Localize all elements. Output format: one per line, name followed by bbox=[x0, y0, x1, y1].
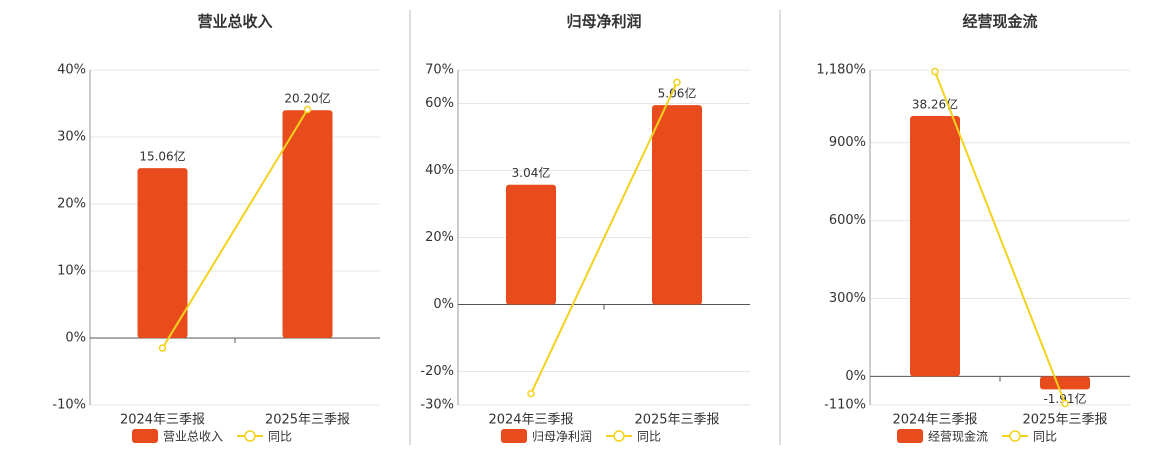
chart-title: 经营现金流 bbox=[962, 13, 1037, 31]
legend-label: 归母净利润 bbox=[532, 430, 592, 444]
legend-swatch bbox=[897, 429, 923, 443]
x-tick-label: 2025年三季报 bbox=[634, 413, 719, 428]
y-tick-label: 0% bbox=[845, 369, 866, 384]
x-tick-label: 2024年三季报 bbox=[488, 413, 573, 428]
chart-title: 归母净利润 bbox=[566, 13, 641, 31]
x-tick-label: 2024年三季报 bbox=[120, 413, 205, 428]
legend-swatch bbox=[132, 429, 158, 443]
y-tick-label: 20% bbox=[57, 197, 86, 212]
x-tick-label: 2024年三季报 bbox=[892, 413, 977, 428]
y-tick-label: 40% bbox=[425, 163, 454, 178]
data-label: 38.26亿 bbox=[912, 96, 958, 111]
data-label: 15.06亿 bbox=[139, 149, 185, 164]
y-tick-label: 300% bbox=[829, 291, 866, 306]
chart-title: 营业总收入 bbox=[197, 13, 272, 31]
y-tick-label: -30% bbox=[420, 398, 454, 413]
y-tick-label: 0% bbox=[433, 297, 454, 312]
bar bbox=[137, 168, 188, 338]
legend-label: 同比 bbox=[637, 430, 661, 444]
line-marker bbox=[1061, 399, 1069, 408]
y-tick-label: -10% bbox=[52, 398, 86, 413]
bar bbox=[910, 115, 960, 377]
legend-swatch bbox=[244, 430, 256, 442]
y-tick-label: 900% bbox=[829, 135, 866, 150]
y-tick-label: 10% bbox=[57, 264, 86, 279]
x-tick-label: 2025年三季报 bbox=[1022, 413, 1107, 428]
line-marker bbox=[303, 105, 312, 114]
y-tick-label: -110% bbox=[824, 398, 866, 413]
bar bbox=[506, 184, 556, 305]
y-tick-label: 1,180% bbox=[816, 63, 866, 78]
legend-swatch bbox=[1009, 430, 1021, 442]
data-label: 20.20亿 bbox=[284, 91, 330, 106]
y-tick-label: 600% bbox=[829, 213, 866, 228]
line bbox=[530, 81, 678, 395]
y-tick-label: -20% bbox=[420, 364, 454, 379]
y-tick-label: 30% bbox=[57, 130, 86, 145]
line-marker bbox=[527, 389, 535, 398]
data-label: 3.04亿 bbox=[512, 165, 551, 180]
y-tick-label: 0% bbox=[65, 331, 86, 346]
legend-label: 同比 bbox=[268, 430, 292, 444]
legend-swatch bbox=[613, 430, 625, 442]
data-label: -1.91亿 bbox=[1043, 391, 1086, 406]
y-tick-label: 70% bbox=[425, 63, 454, 78]
bar bbox=[652, 105, 702, 305]
y-tick-label: 60% bbox=[425, 96, 454, 111]
line bbox=[934, 71, 1066, 404]
data-label: 5.06亿 bbox=[658, 86, 697, 101]
legend-label: 经营现金流 bbox=[928, 429, 988, 444]
legend-swatch bbox=[501, 429, 527, 443]
y-tick-label: 40% bbox=[57, 63, 86, 78]
line-marker bbox=[158, 344, 167, 352]
x-tick-label: 2025年三季报 bbox=[265, 413, 350, 428]
legend-label: 营业总收入 bbox=[163, 430, 223, 444]
legend-label: 同比 bbox=[1033, 430, 1057, 444]
line-marker bbox=[931, 67, 939, 76]
bar bbox=[282, 110, 333, 338]
bar bbox=[1040, 376, 1090, 390]
line bbox=[161, 109, 309, 349]
line-marker bbox=[673, 78, 681, 87]
y-tick-label: 20% bbox=[425, 230, 454, 245]
